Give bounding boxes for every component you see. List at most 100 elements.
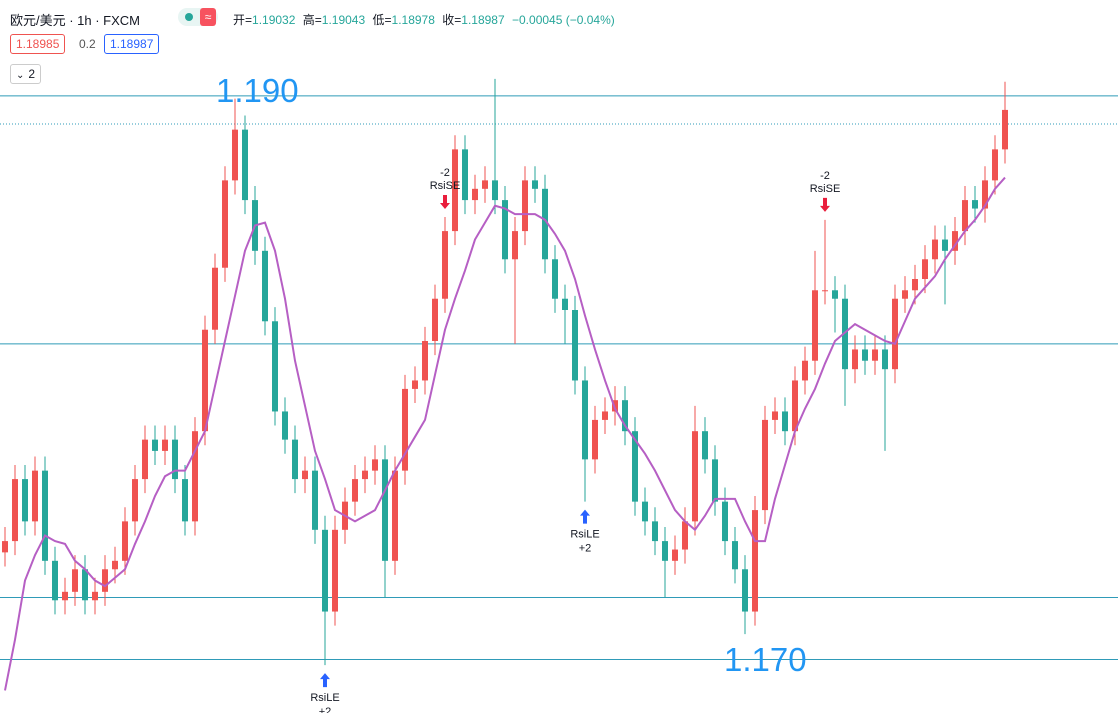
candle-body: [602, 411, 608, 420]
candle-body: [552, 259, 558, 299]
candle-body: [72, 569, 78, 592]
candle-body: [912, 279, 918, 291]
candle-body: [882, 349, 888, 370]
candle-body: [542, 188, 548, 260]
candle-body: [782, 411, 788, 432]
candle-body: [12, 479, 18, 542]
candle-body: [522, 180, 528, 232]
candle-body: [502, 200, 508, 260]
candle-body: [262, 250, 268, 322]
candle-body: [512, 231, 518, 260]
candle-body: [482, 180, 488, 189]
candle-body: [822, 290, 828, 292]
candle-body: [22, 479, 28, 522]
close-label: 收=: [442, 13, 462, 27]
candle-body: [462, 149, 468, 201]
candle-body: [212, 267, 218, 330]
candle-body: [762, 419, 768, 511]
candle-body: [452, 149, 458, 232]
candle-body: [42, 470, 48, 561]
candle-body: [892, 298, 898, 370]
candle-body: [82, 569, 88, 601]
signal-qty: -2: [820, 170, 830, 182]
signal-qty: +2: [579, 543, 592, 555]
bid-price[interactable]: 1.18985: [10, 34, 66, 54]
candle-body: [352, 479, 358, 502]
indicator-count: 2: [28, 67, 36, 81]
candle-body: [52, 560, 58, 601]
candle-body: [902, 290, 908, 299]
candle-body: [632, 431, 638, 502]
candle-body: [672, 549, 678, 561]
low-label: 低=: [372, 13, 392, 27]
candle-body: [592, 419, 598, 460]
candle-body: [472, 188, 478, 201]
candle-body: [412, 380, 418, 389]
candle-body: [532, 180, 538, 189]
candle-body: [992, 149, 998, 181]
candle-body: [372, 459, 378, 471]
candle-body: [422, 341, 428, 381]
candle-body: [952, 231, 958, 251]
candle-body: [272, 321, 278, 412]
candle-body: [182, 479, 188, 522]
close-value: 1.18987: [461, 13, 505, 27]
spread: 0.2: [79, 37, 96, 51]
candle-body: [772, 411, 778, 420]
candle-body: [702, 431, 708, 460]
candle-body: [492, 180, 498, 201]
candle-body: [862, 349, 868, 361]
status-badge[interactable]: ≈: [178, 8, 218, 26]
candle-body: [132, 479, 138, 522]
candle-body: [162, 439, 168, 451]
candle-body: [292, 439, 298, 480]
ask-price[interactable]: 1.18987: [104, 34, 160, 54]
symbol[interactable]: 欧元/美元 · 1h · FXCM: [10, 13, 141, 28]
candle-body: [712, 459, 718, 502]
candle-body: [742, 569, 748, 612]
candle-body: [582, 380, 588, 460]
candle-body: [692, 431, 698, 522]
candle-body: [572, 310, 578, 381]
candle-body: [722, 501, 728, 542]
candle-body: [832, 290, 838, 299]
candle-body: [92, 591, 98, 601]
ohlc-legend: 开=1.19032 高=1.19043 低=1.18978 收=1.18987 …: [233, 11, 619, 28]
high-value: 1.19043: [321, 13, 366, 27]
candle-body: [112, 560, 118, 570]
candle-body: [382, 459, 388, 561]
candle-body: [232, 129, 238, 181]
candle-body: [982, 180, 988, 209]
candle-body: [442, 231, 448, 299]
open-label: 开=: [233, 13, 253, 27]
candle-body: [332, 529, 338, 612]
candle-body: [242, 129, 248, 201]
signal-qty: -2: [440, 167, 450, 179]
candle-body: [962, 200, 968, 232]
high-label: 高=: [302, 13, 322, 27]
candle-body: [852, 349, 858, 370]
signal-label: RsiLE: [310, 692, 339, 704]
candle-body: [652, 521, 658, 542]
candle-body: [752, 510, 758, 612]
candle-body: [802, 360, 808, 381]
change: −0.00045 (−0.04%): [512, 13, 615, 27]
candle-body: [172, 439, 178, 480]
annotation: 1.190: [216, 72, 299, 109]
candle-body: [62, 591, 68, 601]
signal-qty: +2: [319, 706, 332, 713]
indicator-toggle[interactable]: ⌄ 2: [10, 64, 42, 84]
signal-label: RsiSE: [430, 180, 461, 192]
candle-body: [282, 411, 288, 440]
candle-body: [932, 239, 938, 260]
candle-body: [622, 400, 628, 432]
candle-body: [812, 290, 818, 361]
candle-body: [2, 541, 8, 553]
low-value: 1.18978: [391, 13, 435, 27]
signal-label: RsiSE: [810, 183, 841, 195]
candle-body: [562, 298, 568, 310]
candle-body: [942, 239, 948, 251]
candle-body: [152, 439, 158, 451]
signal-label: RsiLE: [570, 529, 599, 541]
